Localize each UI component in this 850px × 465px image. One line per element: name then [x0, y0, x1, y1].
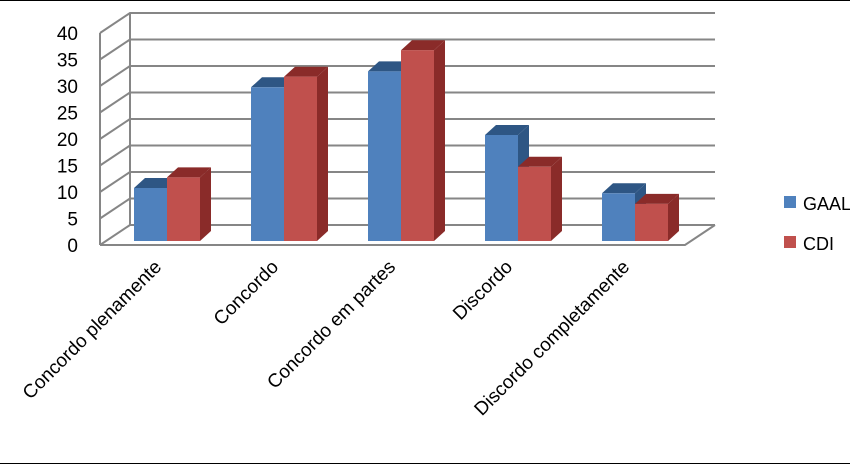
legend: GAAL CDI	[784, 194, 850, 254]
x-axis-floor-line	[100, 224, 716, 246]
legend-item-gaal: GAAL	[784, 194, 850, 214]
y-tick-labels: 0 5 10 15 20 25 30 35 40	[57, 24, 78, 257]
bar-front	[167, 177, 200, 241]
bar-front	[485, 135, 518, 241]
x-tick-label: Concordo	[210, 257, 283, 330]
x-tick-label: Discordo	[449, 257, 517, 325]
x-tick-label: Concordo em partes	[263, 257, 400, 394]
top-border	[0, 0, 850, 1]
bar-top	[401, 40, 445, 51]
axes	[99, 13, 716, 246]
bar-top	[518, 156, 562, 167]
y-tick-label: 35	[57, 51, 78, 72]
x-tick-label: Concordo plenamente	[19, 257, 166, 404]
bar-side	[200, 167, 211, 241]
legend-item-cdi: CDI	[784, 234, 834, 254]
bar-front	[134, 188, 167, 241]
bar-side	[434, 40, 445, 242]
bar-front	[635, 203, 668, 241]
bar-side	[551, 156, 562, 241]
bar-side	[317, 66, 328, 241]
bar-front	[251, 87, 284, 241]
y-tick-label: 5	[67, 210, 78, 231]
bar-top	[284, 66, 328, 77]
legend-swatch	[784, 196, 796, 208]
bar-cdi-0	[167, 167, 211, 241]
legend-label: GAAL	[803, 194, 850, 214]
bar-cdi-1	[284, 66, 328, 241]
y-tick-label: 0	[67, 236, 78, 257]
bar-top	[635, 193, 679, 204]
bar-cdi-3	[518, 156, 562, 241]
bar-cdi-2	[401, 40, 445, 242]
y-tick-label: 40	[57, 24, 78, 45]
bars	[134, 40, 679, 242]
y-tick-label: 15	[57, 157, 78, 178]
y-tick-label: 25	[57, 104, 78, 125]
legend-swatch	[784, 236, 796, 248]
bar-front	[284, 76, 317, 241]
bottom-border	[0, 463, 850, 464]
bar-top	[485, 125, 529, 135]
bar-front	[518, 166, 551, 241]
gridline	[99, 12, 715, 34]
bar-top	[602, 183, 646, 194]
legend-label: CDI	[803, 234, 834, 254]
y-tick-label: 30	[57, 77, 78, 98]
y-tick-label: 10	[57, 183, 78, 204]
bar-front	[602, 193, 635, 241]
y-tick-label: 20	[57, 130, 78, 151]
bar-front	[368, 71, 401, 242]
bar-front	[401, 50, 434, 242]
bar-side	[668, 193, 679, 241]
bar-top	[167, 167, 211, 178]
bar-cdi-4	[635, 193, 679, 241]
